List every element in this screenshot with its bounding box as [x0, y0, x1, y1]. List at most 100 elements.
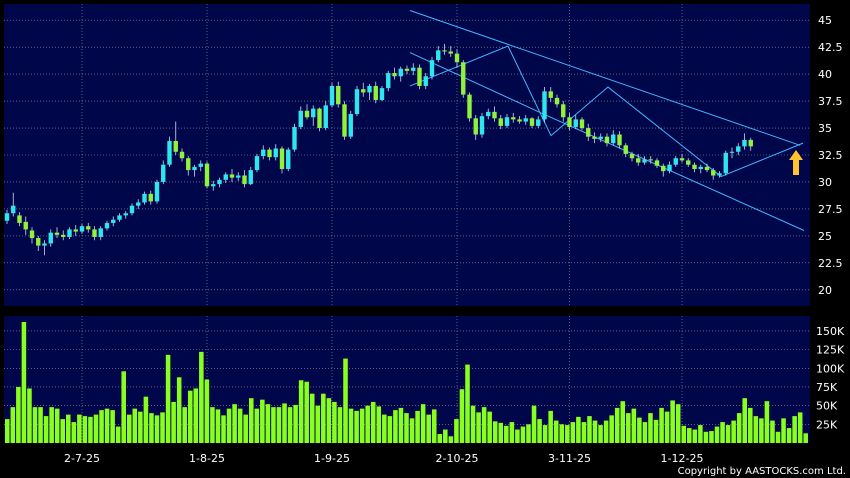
volume-bar: [187, 390, 193, 443]
price-tick-label: 25: [818, 230, 832, 243]
price-axis-ticks: 45 42.5 40 37.5 35 32.5 30 27.5 25 22.5 20: [818, 14, 843, 297]
volume-bar: [454, 419, 459, 443]
candle-body: [348, 114, 353, 137]
candle-body: [517, 119, 522, 122]
candle-body: [336, 85, 341, 105]
candle-body: [692, 164, 697, 170]
volume-bar: [703, 431, 709, 443]
candle-body: [723, 152, 728, 174]
volume-bar: [509, 422, 515, 443]
volume-bar: [526, 424, 531, 443]
trend-line: [409, 52, 805, 231]
volume-bar: [260, 399, 265, 443]
volume-bar: [370, 401, 376, 443]
volume-bar: [698, 425, 703, 443]
volume-bar: [398, 407, 404, 443]
price-gridlines: [4, 4, 810, 306]
volume-bar: [692, 429, 698, 443]
candle-body: [423, 76, 428, 86]
date-tick-label: 1-9-25: [314, 452, 350, 465]
candle-body: [161, 164, 166, 182]
candle-body: [211, 184, 216, 187]
candle-body: [698, 166, 703, 170]
volume-bar: [254, 408, 260, 443]
volume-bar: [598, 425, 603, 443]
candle-body: [717, 173, 722, 176]
volume-bar: [376, 406, 382, 443]
candle-body: [267, 149, 272, 158]
up-arrow-icon: [789, 150, 803, 175]
volume-bar: [348, 408, 354, 443]
volume-bar: [93, 414, 99, 443]
candle-body: [729, 151, 735, 153]
volume-bar: [243, 414, 248, 443]
candle-body: [73, 229, 78, 232]
volume-bar: [687, 428, 692, 443]
candle-body: [673, 158, 678, 165]
candle-body: [248, 170, 253, 185]
volume-bar: [748, 407, 753, 443]
candle-body: [748, 139, 753, 147]
candle-body: [654, 160, 660, 166]
volume-bar: [99, 410, 104, 443]
candle-body: [573, 119, 578, 127]
candle-body: [192, 166, 197, 171]
volume-bar: [736, 413, 742, 443]
candle-body: [417, 67, 422, 86]
candle-body: [261, 149, 266, 157]
candle-body: [292, 126, 297, 150]
date-tick-label: 2-10-25: [436, 452, 479, 465]
volume-axis-ticks: 150K 125K 100K 75K 50K 25K: [816, 325, 845, 431]
candle-body: [217, 179, 222, 185]
volume-bar: [587, 416, 592, 443]
candle-body: [661, 165, 666, 172]
candle-body: [536, 119, 541, 126]
volume-bar: [420, 404, 426, 443]
volume-bar: [304, 381, 309, 443]
candle-body: [667, 164, 672, 172]
volume-bar: [193, 388, 199, 443]
date-tick-label: 1-8-25: [189, 452, 225, 465]
candle-body: [17, 215, 22, 223]
candle-body: [467, 94, 472, 119]
volume-bar: [487, 411, 492, 443]
trend-lines: [409, 9, 805, 231]
candle-body: [111, 219, 116, 223]
candle-body: [167, 140, 172, 165]
volume-bar: [626, 413, 631, 443]
price-tick-label: 42.5: [818, 41, 843, 54]
volume-bar: [321, 393, 326, 443]
volume-bar: [176, 377, 182, 443]
volume-bar: [154, 415, 160, 443]
volume-bar: [171, 401, 176, 443]
volume-bar: [126, 414, 132, 443]
candle-body: [617, 134, 622, 146]
volume-bar: [720, 422, 725, 443]
volume-bar: [653, 419, 659, 443]
volume-bar: [293, 404, 298, 443]
candle-body: [86, 226, 91, 230]
candle-body: [323, 105, 328, 129]
candle-body: [148, 193, 153, 202]
volume-bar: [498, 422, 504, 443]
candle-body: [498, 118, 503, 126]
candle-body: [179, 151, 185, 159]
volume-bar: [21, 321, 27, 443]
volume-bar: [476, 412, 481, 443]
candle-body: [54, 232, 60, 235]
candle-body: [254, 156, 260, 171]
candle-body: [592, 136, 597, 139]
volume-bar: [315, 405, 321, 443]
volume-bar: [121, 371, 126, 443]
candle-body: [98, 228, 103, 237]
volume-bar: [165, 354, 171, 443]
candle-body: [598, 136, 603, 139]
volume-bar: [149, 413, 154, 443]
candle-body: [36, 238, 41, 246]
candle-body: [229, 174, 235, 178]
candle-body: [186, 158, 191, 171]
volume-bar: [10, 407, 16, 443]
candle-body: [648, 159, 653, 161]
volume-bar: [448, 436, 454, 443]
candle-body: [236, 175, 241, 178]
